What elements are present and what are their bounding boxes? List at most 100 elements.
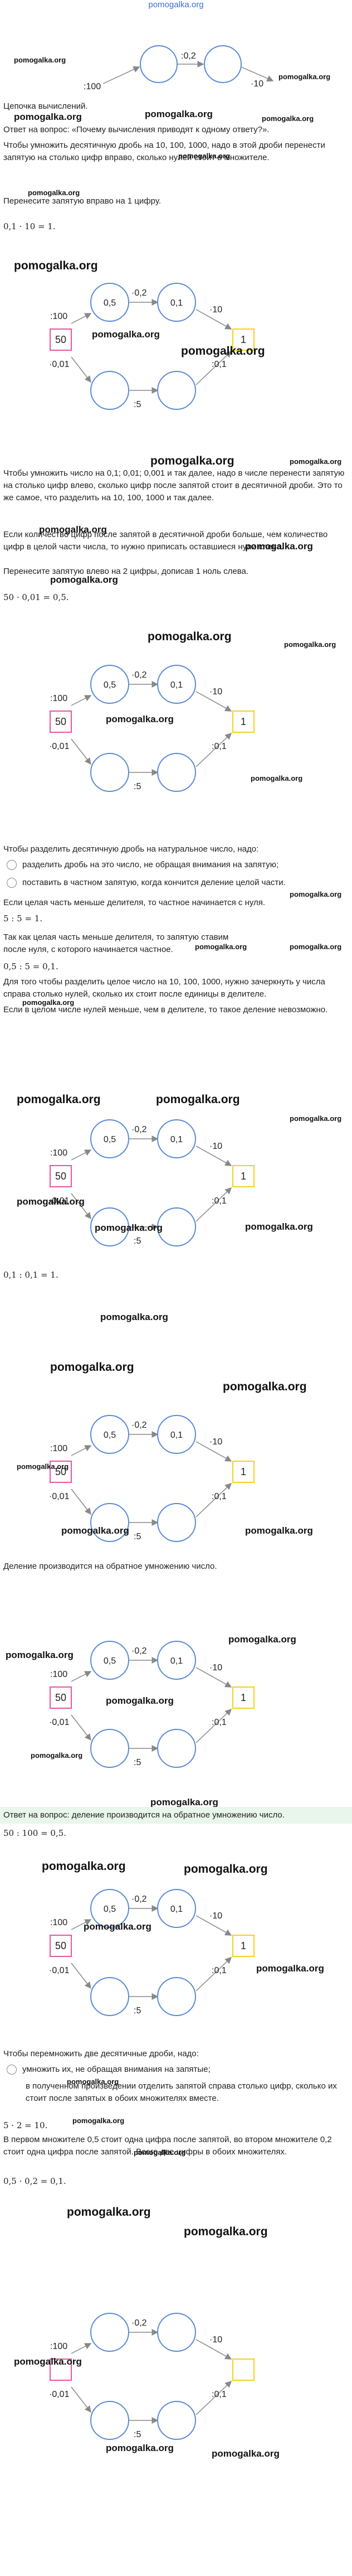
node-circle [157,665,196,704]
op-label: :5 [134,1532,141,1541]
op-label: ·0,01 [49,2390,70,2399]
watermark: pomogalka.org [290,457,342,466]
start-value: 50 [55,334,66,345]
watermark: pomogalka.org [256,1963,324,1974]
node-circle [90,1977,129,2016]
arrow [71,356,91,383]
watermark: pomogalka.org [28,189,80,197]
node-circle [157,2401,196,2440]
node-circle [204,45,242,83]
op-label: ·0,01 [49,360,70,369]
node-circle [157,283,196,322]
node-circle [157,753,196,792]
op-label: :0,1 [212,1492,227,1501]
end-box [232,1165,255,1187]
node-circle [157,1415,196,1454]
node-circle [157,2313,196,2352]
op-label: :5 [134,400,141,409]
watermark: pomogalka.org [262,114,314,123]
equation: 50 : 100 = 0,5. [3,1828,67,1838]
watermark: pomogalka.org [106,714,174,724]
start-box [50,1165,72,1187]
op-label: ·0,2 [131,2318,147,2328]
op-label: ·0,2 [131,1125,147,1134]
op-label: :100 [50,694,67,703]
calc-diagram-7: 50 1 0,5 0,1:100 ·0,2 ·10 ·0,01:5:0,1 [49,1889,255,2016]
arrow [195,1915,232,1936]
calc-diagram-1: :0,2 :100 ·10 [84,45,274,91]
node-value: 0,1 [170,680,183,690]
op-label: ·10 [209,1142,222,1151]
arrow [71,1488,91,1515]
watermark: pomogalka.org [245,1525,313,1536]
watermark: pomogalka.org [42,1860,126,1873]
node-value: 0,5 [104,1905,116,1914]
op-label: :5 [134,1758,141,1767]
calc-diagram-8: :100 ·0,2 ·10 ·0,01:5:0,1 [49,2313,255,2440]
paragraph: Если целая часть меньше делителя, то час… [3,898,266,907]
watermark: pomogalka.org [195,943,247,951]
watermark: pomogalka.org [290,890,342,898]
paragraph: Перенесите запятую вправо на 1 цифру. [3,196,161,206]
node-circle [90,1119,129,1158]
op-label: :0,1 [212,2390,227,2399]
node-circle [157,1207,196,1246]
op-label: :0,1 [212,1196,227,1206]
start-value: 50 [55,1940,66,1951]
arrow [195,1708,232,1743]
watermark: pomogalka.org [106,1695,174,1706]
watermark: pomogalka.org [67,2077,119,2086]
start-box [50,1461,72,1483]
arrow [71,738,91,765]
answer-text: Ответ на вопрос: деление производится на… [3,1810,285,1820]
start-box [50,1935,72,1957]
list-item: поставить в частном запятую, когда кончи… [3,877,349,889]
node-circle [90,1207,129,1246]
node-circle [157,1503,196,1542]
watermark: pomogalka.org [17,1462,69,1471]
site-watermark-top[interactable]: pomogalka.org [148,0,204,9]
arrow [71,2343,92,2354]
list-item: умножить их, не обращая внимания на запя… [3,2063,349,2076]
paragraph: Перенесите запятую влево на 2 цифры, доп… [3,567,249,576]
paragraph: Так как целая часть меньше делителя, то … [3,932,229,954]
node-circle [157,1641,196,1680]
arrow [71,1671,92,1682]
paragraph: Деление производится на обратное умножен… [3,1562,217,1571]
op-label: ·10 [209,1437,222,1447]
end-value: 1 [241,1692,246,1703]
op-label: ·0,01 [49,1718,70,1727]
arrow [71,1149,92,1161]
end-box [232,2358,255,2381]
answer-highlight [0,1807,352,1824]
watermark: pomogalka.org [95,1222,163,1233]
list-item: в полученном произведении отделить запят… [26,2081,337,2103]
arrow [195,1956,232,1992]
start-value: 50 [55,1466,66,1477]
op-label: ·0,2 [131,1894,147,1904]
node-value: 0,1 [170,1656,183,1666]
paragraph: В первом множителе 0,5 стоит одна цифра … [3,2135,332,2157]
watermark: pomogalka.org [100,1312,168,1322]
arrow [195,732,232,767]
op-label: ·0,01 [49,1966,70,1975]
calc-diagram-6: 50 1 0,5 0,1:100 ·0,2 ·10 ·0,01:5:0,1 [49,1641,255,1768]
node-value: 0,5 [104,298,116,308]
node-circle [90,2401,129,2440]
op-label: :100 [50,2342,67,2351]
node-circle [90,1889,129,1928]
watermark: pomogalka.org [84,1921,151,1932]
equation: 5 · 2 = 10. [3,2120,48,2130]
op-label: :0,1 [212,1718,227,1727]
end-box [232,1686,255,1709]
start-value: 50 [55,1692,66,1703]
op-label: :0,1 [212,742,227,751]
arrow [195,1146,232,1166]
watermark: pomogalka.org [92,329,160,340]
end-box [232,328,255,351]
arrow [195,691,232,712]
end-box [232,711,255,733]
end-box [232,1935,255,1957]
watermark: pomogalka.org [67,2206,151,2219]
watermark: pomogalka.org [22,998,75,1007]
